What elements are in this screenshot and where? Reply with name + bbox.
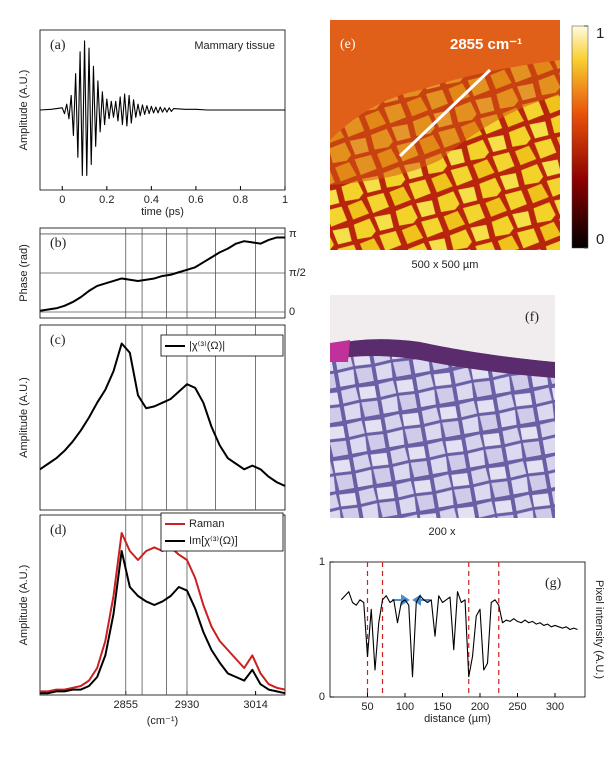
x-tick-label: 100	[396, 701, 414, 713]
data-line	[340, 591, 578, 678]
legend-label: |χ⁽³⁾(Ω)|	[189, 340, 225, 352]
y-axis-label: Pixel intensity (A.U.)	[593, 580, 605, 679]
data-line	[39, 236, 285, 312]
image-e: (e) 2855 cm⁻¹ 500 x 500 µm	[330, 20, 589, 271]
x-tick-label: 2930	[175, 699, 199, 711]
plot-frame	[39, 324, 286, 511]
y-axis-label: Amplitude (A.U.)	[18, 377, 30, 458]
x-tick-label: 0.6	[188, 194, 203, 206]
y-tick-label: π/2	[289, 267, 306, 279]
colorbar-tick-label: 1	[596, 25, 604, 42]
y-axis-label: Phase (rad)	[18, 244, 30, 301]
y-tick-label: 0	[319, 691, 325, 703]
y-tick-label: 0	[289, 306, 295, 318]
y-axis-label: Amplitude (A.U.)	[18, 70, 30, 151]
panel-label: (c)	[50, 333, 66, 348]
x-tick-label: 0.8	[233, 194, 248, 206]
colorbar	[571, 25, 589, 249]
x-tick-label: 250	[508, 701, 526, 713]
x-axis-label: distance (µm)	[424, 713, 491, 725]
x-tick-label: 2855	[114, 699, 138, 711]
legend-label: Raman	[189, 518, 224, 530]
x-tick-label: 0.2	[99, 194, 114, 206]
plot-frame	[329, 561, 586, 698]
legend-label: Im[χ⁽³⁾(Ω)]	[189, 535, 238, 547]
colorbar-tick-label: 0	[596, 231, 604, 248]
x-tick-label: 50	[361, 701, 373, 713]
panel-label: (b)	[50, 236, 67, 251]
x-axis-label: time (ps)	[141, 206, 184, 218]
legend-box	[160, 334, 284, 357]
x-tick-label: 200	[471, 701, 489, 713]
x-tick-label: 0.4	[144, 194, 159, 206]
panel-label: (f)	[525, 310, 539, 325]
x-tick-label: 300	[546, 701, 564, 713]
image-f: (f) 200 x	[330, 295, 555, 538]
caption: 500 x 500 µm	[412, 259, 479, 271]
panel-label: (e)	[340, 37, 356, 52]
x-tick-label: 0	[59, 194, 65, 206]
caption: 200 x	[429, 526, 456, 538]
data-line	[39, 342, 286, 487]
annotation: 2855 cm⁻¹	[450, 36, 522, 53]
data-line	[39, 40, 285, 176]
legend-box	[160, 512, 284, 552]
x-axis-label: (cm⁻¹)	[147, 715, 178, 727]
panel-label: (g)	[545, 576, 562, 591]
data-line	[40, 532, 286, 693]
y-tick-label: π	[289, 228, 297, 240]
panel-label: (a)	[50, 38, 66, 53]
x-tick-label: 3014	[243, 699, 267, 711]
panel-label: (d)	[50, 523, 67, 538]
x-tick-label: 1	[282, 194, 288, 206]
y-tick-label: 1	[319, 556, 325, 568]
annotation: Mammary tissue	[194, 40, 275, 52]
data-line	[40, 550, 286, 695]
y-axis-label: Amplitude (A.U.)	[18, 565, 30, 646]
x-tick-label: 150	[433, 701, 451, 713]
